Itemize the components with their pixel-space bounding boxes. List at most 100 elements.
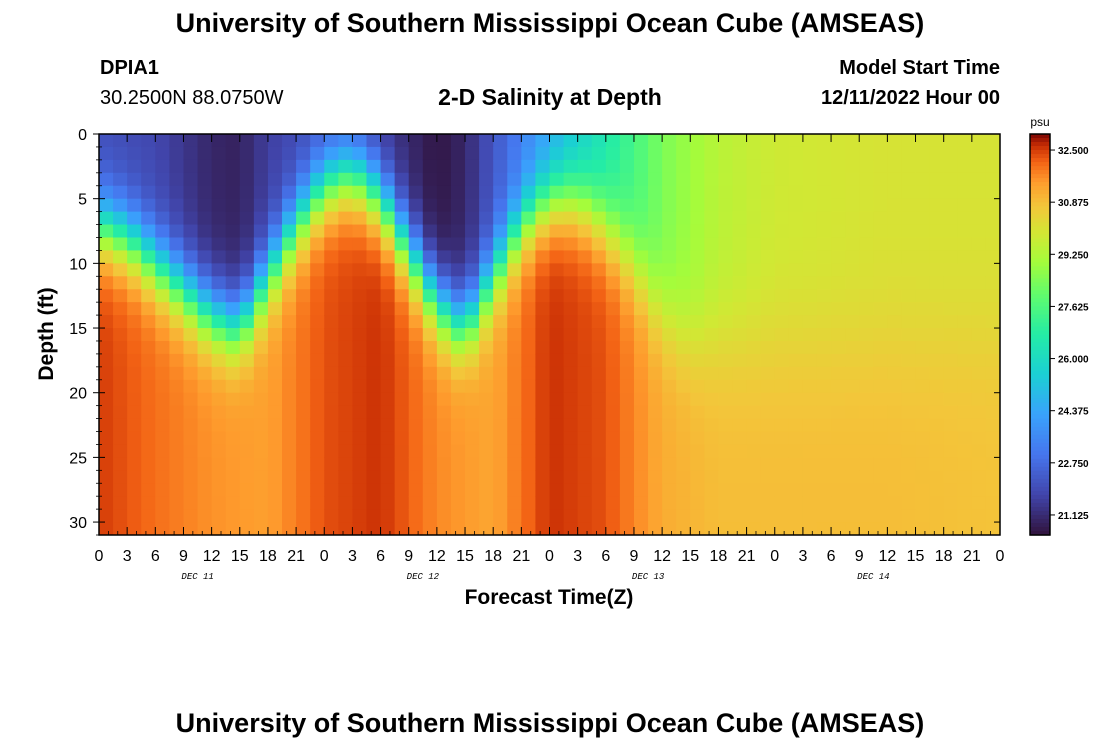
heatmap-cell: [605, 172, 621, 187]
heatmap-cell: [141, 172, 156, 187]
heatmap-cell: [957, 224, 973, 239]
heatmap-cell: [887, 302, 903, 316]
heatmap-cell: [450, 134, 466, 148]
heatmap-cell: [788, 237, 804, 252]
y-tick-label: 30: [69, 515, 87, 532]
heatmap-cell: [239, 353, 255, 368]
heatmap-cell: [422, 470, 438, 484]
heatmap-cell: [985, 431, 1000, 446]
heatmap-cell: [746, 470, 762, 484]
heatmap-cell: [282, 224, 297, 239]
heatmap-cell: [732, 185, 748, 200]
heatmap-cell: [985, 522, 1000, 535]
heatmap-cell: [971, 522, 987, 535]
heatmap-cell: [718, 522, 734, 535]
heatmap-cell: [99, 134, 114, 148]
heatmap-cell: [943, 328, 959, 342]
heatmap-cell: [310, 431, 325, 446]
heatmap-cell: [282, 444, 297, 458]
heatmap-cell: [155, 198, 170, 213]
heatmap-cell: [662, 250, 677, 264]
heatmap-cell: [859, 172, 874, 187]
heatmap-cell: [619, 405, 635, 420]
heatmap-cell: [648, 172, 663, 187]
heatmap-cell: [352, 392, 368, 407]
heatmap-cell: [155, 444, 170, 458]
heatmap-cell: [493, 134, 508, 148]
heatmap-cell: [310, 289, 325, 303]
heatmap-cell: [253, 496, 269, 510]
heatmap-cell: [282, 457, 297, 471]
heatmap-cell: [239, 237, 255, 252]
heatmap-cell: [338, 315, 354, 329]
heatmap-cell: [465, 198, 480, 213]
heatmap-cell: [929, 315, 945, 329]
heatmap-cell: [662, 379, 677, 394]
heatmap-cell: [493, 146, 508, 161]
heatmap-cell: [591, 289, 607, 303]
heatmap-cell: [493, 328, 508, 342]
heatmap-cell: [662, 353, 677, 368]
colorbar-step: [1030, 386, 1050, 392]
heatmap-cell: [99, 392, 114, 407]
heatmap-cell: [859, 353, 874, 368]
heatmap-cell: [802, 172, 818, 187]
heatmap-cell: [422, 224, 438, 239]
colorbar-step: [1030, 178, 1050, 183]
heatmap-cell: [479, 237, 494, 252]
heatmap-cell: [873, 392, 888, 407]
heatmap-cell: [831, 185, 846, 200]
colorbar-step: [1030, 174, 1050, 179]
heatmap-cell: [239, 444, 255, 458]
heatmap-cell: [310, 470, 325, 484]
heatmap-cell: [99, 198, 114, 213]
heatmap-cell: [507, 134, 522, 148]
heatmap-cell: [676, 405, 691, 420]
heatmap-cell: [915, 211, 931, 226]
heatmap-cell: [141, 159, 156, 174]
heatmap-cell: [422, 509, 438, 523]
heatmap-cell: [380, 315, 396, 329]
heatmap-cell: [732, 392, 748, 407]
heatmap-cell: [605, 146, 621, 161]
heatmap-cell: [943, 496, 959, 510]
heatmap-cell: [774, 328, 790, 342]
heatmap-cell: [380, 302, 396, 316]
heatmap-cell: [408, 509, 424, 523]
heatmap-cell: [957, 340, 973, 355]
heatmap-cell: [99, 250, 114, 264]
heatmap-cell: [422, 185, 438, 200]
heatmap-cell: [352, 405, 368, 420]
heatmap-cell: [352, 340, 368, 355]
heatmap-cell: [422, 263, 438, 277]
heatmap-cell: [282, 328, 297, 342]
heatmap-cell: [816, 159, 832, 174]
heatmap-cell: [943, 211, 959, 226]
colorbar-step: [1030, 506, 1050, 512]
heatmap-cell: [971, 470, 987, 484]
heatmap-cell: [253, 134, 269, 148]
heatmap-cell: [253, 263, 269, 277]
heatmap-cell: [282, 522, 297, 535]
heatmap-cell: [690, 276, 705, 290]
heatmap-cell: [633, 392, 649, 407]
heatmap-cell: [732, 457, 748, 471]
heatmap-cell: [957, 431, 973, 446]
heatmap-cell: [436, 237, 452, 252]
heatmap-cell: [845, 172, 860, 187]
heatmap-cell: [436, 198, 452, 213]
heatmap-cell: [197, 340, 213, 355]
heatmap-cell: [633, 496, 649, 510]
colorbar-step: [1030, 454, 1050, 460]
heatmap-cell: [971, 392, 987, 407]
heatmap-cell: [296, 302, 311, 316]
heatmap-cell: [985, 353, 1000, 368]
heatmap-cell: [99, 366, 114, 381]
colorbar-step: [1030, 314, 1050, 320]
heatmap-cell: [267, 159, 283, 174]
heatmap-cell: [282, 315, 297, 329]
heatmap-cell: [507, 470, 522, 484]
heatmap-cell: [549, 496, 565, 510]
heatmap-cell: [549, 431, 565, 446]
heatmap-cell: [436, 185, 452, 200]
